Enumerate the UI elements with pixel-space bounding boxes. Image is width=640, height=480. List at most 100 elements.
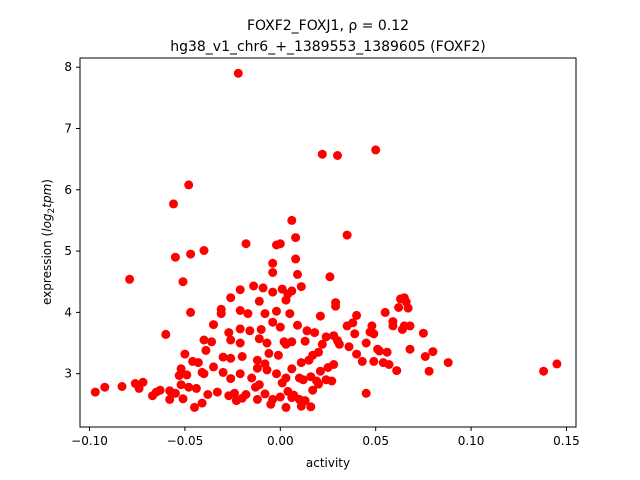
data-point [161,329,171,339]
x-tick-label: 0.00 [267,434,294,448]
data-point [342,230,352,240]
chart-title-line2: hg38_v1_chr6_+_1389553_1389605 (FOXF2) [170,39,486,55]
data-point [262,338,272,348]
x-tick-label: 0.05 [362,434,389,448]
x-tick-label: 0.15 [553,434,580,448]
x-tick-label: −0.10 [71,434,108,448]
data-point [218,367,228,377]
data-point [285,309,295,319]
data-point [384,360,394,369]
data-point [315,311,325,321]
data-point [148,391,157,401]
data-point [193,358,203,368]
data-point [293,320,302,330]
data-point [443,358,453,368]
data-point [361,338,371,348]
data-point [230,388,239,398]
data-point [254,334,264,344]
data-point [268,268,278,277]
data-point [321,332,331,342]
data-point [287,393,297,403]
y-axis-ticks: 3 4 5 6 7 8 [64,60,80,381]
data-point [367,321,377,331]
data-point [357,356,367,366]
data-point [197,398,207,408]
data-point [252,363,262,373]
data-point [314,347,323,357]
data-point [306,402,316,412]
data-point [180,349,190,359]
data-point [539,366,549,376]
x-axis-label: activity [306,456,350,470]
data-points [90,68,562,412]
data-point [207,337,217,347]
data-point [191,383,201,393]
data-point [277,378,287,388]
data-point [241,239,251,249]
data-point [169,199,178,209]
data-point [249,281,259,291]
data-point [388,321,398,331]
data-point [170,252,180,262]
data-point [287,215,297,225]
data-point [300,336,310,346]
data-point [199,246,209,255]
data-point [245,326,255,336]
data-point [170,388,180,398]
data-point [275,322,285,332]
data-point [235,324,245,334]
data-point [266,399,276,409]
data-point [428,347,438,357]
data-point [100,382,110,392]
data-point [235,306,245,315]
y-tick-label: 5 [64,244,72,258]
data-point [394,303,404,312]
data-point [182,370,192,380]
data-point [308,385,318,395]
data-point [275,239,285,249]
data-point [302,326,312,336]
data-point [235,285,245,295]
y-tick-label: 8 [64,60,72,74]
data-point [344,342,354,352]
data-point [331,301,341,311]
data-point [291,254,301,264]
data-point [252,355,262,365]
data-point [380,307,390,317]
data-point [350,329,360,339]
data-point [231,396,241,406]
data-point [281,295,291,305]
data-point [260,309,270,319]
data-point [226,353,236,363]
data-point [226,293,236,303]
data-point [186,249,196,259]
data-point [382,347,392,357]
data-point [317,149,327,159]
data-point [199,369,209,379]
data-point [310,328,320,338]
x-tick-label: −0.05 [167,434,204,448]
data-point [369,356,379,366]
data-point [178,394,188,404]
data-point [243,309,253,319]
data-point [256,325,266,334]
data-point [348,318,358,328]
data-point [281,339,291,349]
y-tick-label: 6 [64,183,72,197]
data-point [361,388,371,398]
data-point [424,366,434,376]
data-point [333,151,342,160]
data-point [184,180,194,190]
x-axis-ticks: −0.10 −0.05 0.00 0.05 0.10 0.15 [71,427,580,448]
data-point [237,352,247,361]
data-point [418,328,428,338]
data-point [329,360,339,369]
data-point [273,350,283,360]
y-tick-label: 3 [64,367,72,381]
data-point [293,269,302,279]
data-point [296,282,306,292]
data-point [186,307,196,317]
data-point [315,366,325,376]
data-point [260,389,270,399]
data-point [218,352,228,362]
